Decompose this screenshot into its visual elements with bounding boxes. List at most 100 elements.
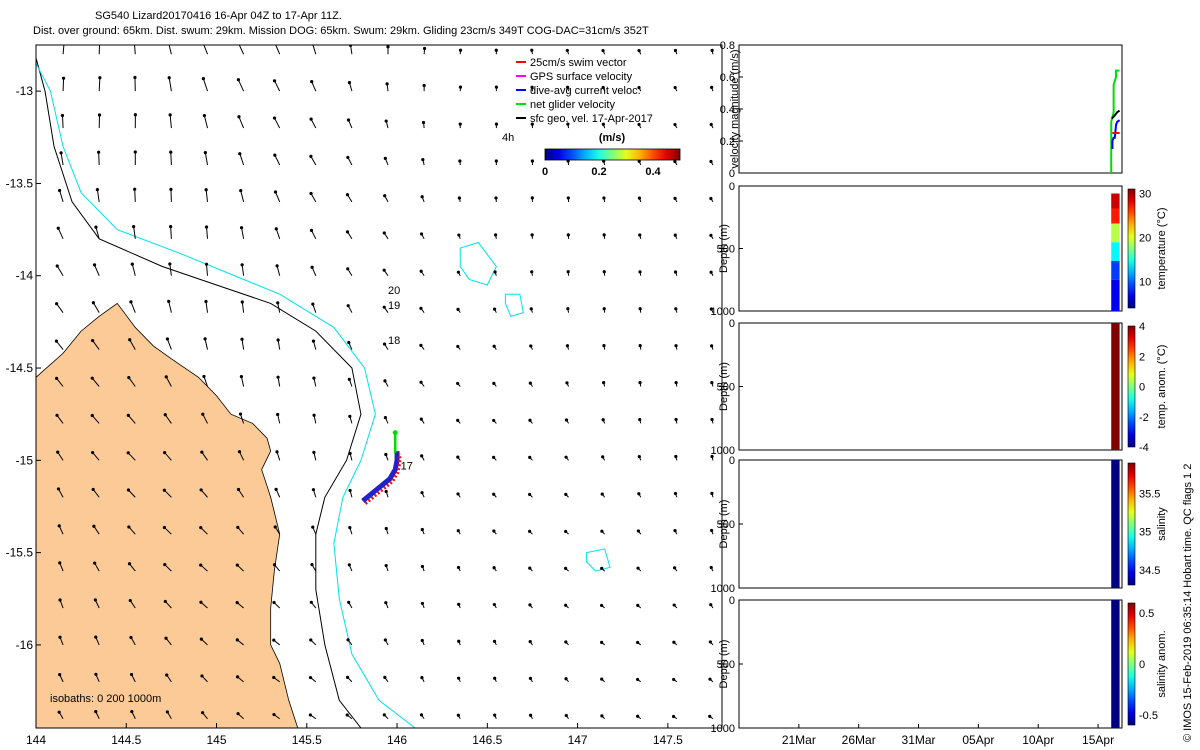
sfc-geo-vector <box>241 301 245 313</box>
sfc-geo-vector-head <box>530 85 534 89</box>
sfc-geo-vector-head <box>382 305 386 309</box>
sfc-geo-vector-head <box>565 48 569 53</box>
sfc-geo-vector-head <box>203 337 207 341</box>
sfc-geo-vector-head <box>58 598 62 602</box>
sfc-geo-vector-head <box>235 638 239 642</box>
depth-y-label: Depth (m) <box>718 640 730 689</box>
sfc-geo-vector <box>203 45 208 55</box>
sfc-geo-vector-head <box>419 343 423 347</box>
sfc-geo-vector <box>274 117 281 129</box>
sfc-geo-vector-head <box>126 488 131 492</box>
sfc-geo-vector-head <box>601 85 605 90</box>
sfc-geo-vector-head <box>237 115 241 119</box>
sfc-geo-vector-head <box>130 709 134 714</box>
map-y-tick-label: -15.5 <box>6 546 34 560</box>
sfc-geo-vector-head <box>565 381 569 385</box>
sfc-geo-vector-head <box>310 563 314 567</box>
sfc-geo-vector-head <box>458 122 462 126</box>
sfc-geo-vector-head <box>383 156 387 160</box>
sfc-geo-vector-head <box>55 264 59 268</box>
sfc-geo-vector-head <box>273 190 278 194</box>
sfc-geo-vector-head <box>346 638 350 642</box>
sfc-geo-vector-head <box>564 713 568 718</box>
sfc-geo-vector-head <box>601 122 605 126</box>
map-colorbar-tick-label: 0.4 <box>645 166 661 178</box>
sfc-geo-vector-head <box>201 77 206 81</box>
sfc-geo-vector <box>200 489 208 498</box>
sfc-geo-vector-head <box>202 374 206 379</box>
sfc-geo-vector-head <box>566 270 570 274</box>
sfc-geo-vector <box>275 228 281 239</box>
sfc-geo-vector-head <box>709 196 713 201</box>
sfc-geo-vector-head <box>98 76 102 80</box>
map-colorbar-tick-label: 0 <box>542 166 548 178</box>
velocity-y-tick-label: 0.6 <box>720 72 735 84</box>
sfc-geo-vector-head <box>566 122 570 126</box>
sfc-geo-vector <box>131 264 136 276</box>
sfc-geo-vector-head <box>420 564 425 569</box>
sfc-geo-vector-head <box>419 269 423 273</box>
sfc-geo-vector-head <box>382 713 386 717</box>
sfc-geo-vector-head <box>673 196 677 200</box>
sfc-geo-vector-head <box>457 233 461 237</box>
map-y-tick-label: -15 <box>16 453 34 467</box>
sfc-geo-vector-head <box>94 635 98 639</box>
sfc-geo-vector-head <box>637 48 641 53</box>
sfc-geo-vector-head <box>347 80 352 85</box>
sfc-geo-vector <box>164 489 172 498</box>
sfc-geo-vector <box>168 45 172 55</box>
sfc-geo-vector-head <box>492 381 496 385</box>
sfc-geo-vector-head <box>272 563 277 567</box>
sfc-geo-vector-head <box>383 675 387 679</box>
sfc-geo-vector <box>57 451 64 461</box>
depth-colorbar <box>1127 325 1136 448</box>
sfc-geo-vector-head <box>421 120 426 125</box>
sfc-geo-vector <box>56 340 64 350</box>
sfc-geo-vector <box>95 227 100 239</box>
depth-panel-temperature: 0 500 1000 Depth (m) 10 20 30 temperature (°C) <box>711 181 1168 318</box>
sfc-geo-vector-head <box>564 677 568 681</box>
sfc-geo-vector-head <box>529 307 533 311</box>
sfc-geo-vector-head <box>164 375 168 379</box>
sfc-geo-vector <box>170 152 172 166</box>
sfc-geo-vector-head <box>311 525 315 529</box>
sfc-geo-vector-head <box>492 307 497 311</box>
sfc-geo-vector-head <box>710 85 714 89</box>
sfc-geo-vector-head <box>58 673 62 677</box>
sfc-geo-vector-head <box>204 262 209 266</box>
sfc-geo-vector-head <box>708 714 712 718</box>
depth-colorbar-tick-label: 20 <box>1139 232 1151 244</box>
sfc-geo-vector-head <box>274 487 278 491</box>
sfc-geo-vector-head <box>167 39 170 42</box>
sfc-geo-vector-head <box>637 85 641 90</box>
sfc-geo-vector-head <box>492 529 496 533</box>
sfc-geo-vector-head <box>456 492 460 496</box>
sfc-geo-vector-head <box>201 412 205 416</box>
sfc-geo-vector <box>205 301 208 313</box>
sfc-geo-vector <box>170 226 172 239</box>
depth-colorbar-tick-label: -2 <box>1139 412 1149 424</box>
sfc-geo-vector-head <box>275 450 279 454</box>
sfc-geo-vector-head <box>383 638 387 642</box>
sfc-geo-vector <box>91 415 100 424</box>
sfc-geo-vector-head <box>600 640 604 644</box>
sfc-geo-vector-head <box>602 233 606 237</box>
sfc-geo-vector-head <box>273 525 277 529</box>
sfc-geo-vector-head <box>673 491 678 496</box>
map-y-tick-label: -16 <box>16 638 34 652</box>
sfc-geo-vector <box>98 152 100 166</box>
sfc-geo-vector-head <box>127 375 131 380</box>
sfc-geo-vector <box>164 527 172 535</box>
sfc-geo-vector <box>169 114 172 129</box>
sfc-geo-vector-head <box>167 299 171 303</box>
sfc-geo-vector-head <box>132 225 136 229</box>
colorbar-units: (m/s) <box>599 132 626 144</box>
time-x-tick-label: 26Mar <box>842 733 876 747</box>
sfc-geo-vector-head <box>235 675 240 679</box>
sfc-geo-vector <box>204 152 208 166</box>
sfc-geo-vector-head <box>60 113 65 118</box>
depth-y-tick-label: 500 <box>717 244 735 256</box>
sfc-geo-vector-head <box>492 418 496 423</box>
sfc-geo-vector-head <box>309 228 314 233</box>
